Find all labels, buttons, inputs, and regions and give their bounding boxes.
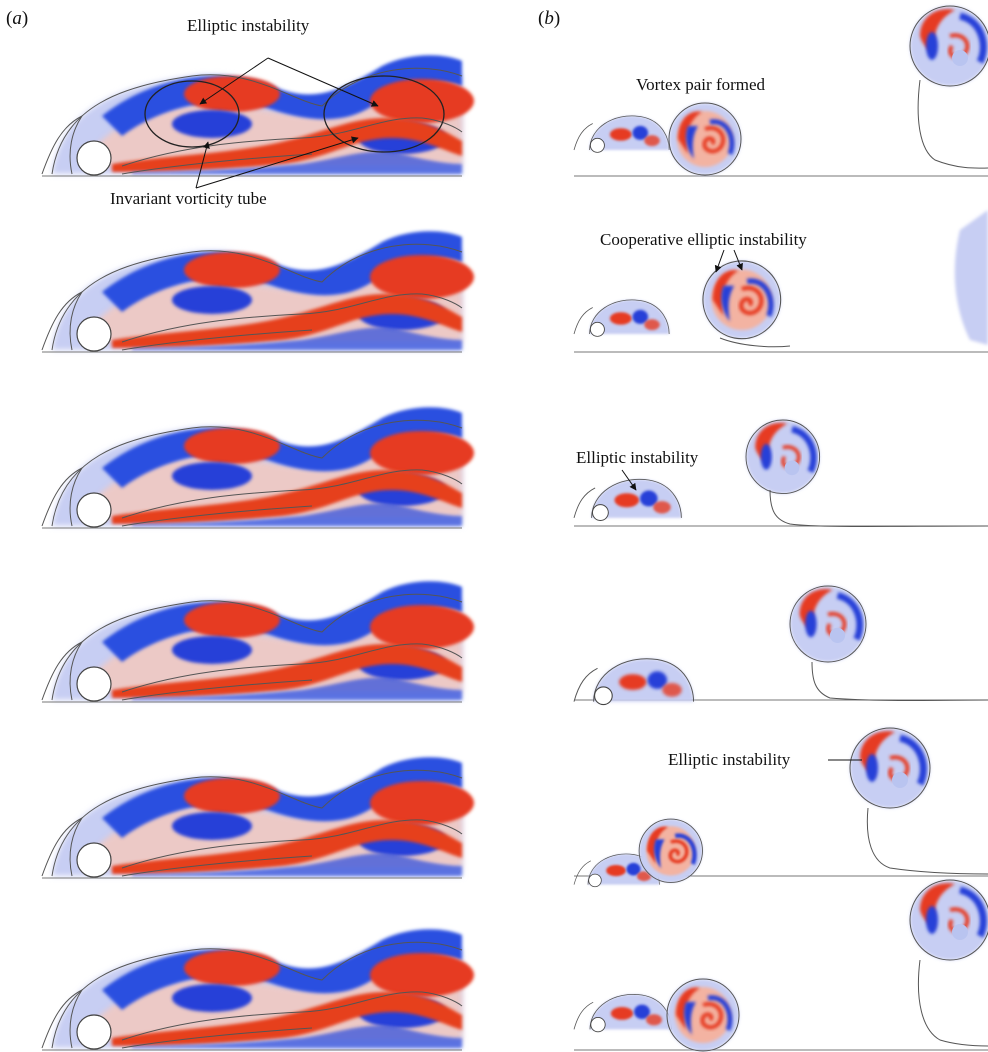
arrow bbox=[199, 57, 269, 105]
label-elliptic-instability-b2: Elliptic instability bbox=[668, 750, 791, 769]
arrow bbox=[621, 469, 637, 491]
panel-b-frame-1 bbox=[574, 6, 988, 176]
panel-b bbox=[574, 6, 988, 1051]
panel-a bbox=[42, 55, 474, 1050]
ellipse-marker-right bbox=[323, 75, 445, 153]
arrow bbox=[714, 249, 725, 273]
panel-a-frame-6 bbox=[42, 929, 474, 1050]
ellipse-marker-left bbox=[144, 80, 240, 148]
label-cooperative-elliptic-instability: Cooperative elliptic instability bbox=[600, 230, 807, 249]
panel-b-label: (b) bbox=[538, 8, 561, 29]
panel-a-frame-3 bbox=[42, 407, 474, 528]
panel-a-frame-5 bbox=[42, 757, 474, 878]
label-elliptic-instability-a: Elliptic instability bbox=[187, 16, 310, 35]
panel-a-frame-4 bbox=[42, 581, 474, 702]
panel-b-frame-4 bbox=[574, 586, 988, 705]
arrow bbox=[733, 249, 743, 271]
panel-b-frame-6 bbox=[574, 880, 988, 1051]
panel-a-frame-1 bbox=[42, 55, 474, 189]
label-vortex-pair-formed: Vortex pair formed bbox=[636, 75, 766, 94]
panel-b-frame-5 bbox=[574, 728, 988, 887]
arrow bbox=[195, 136, 359, 189]
label-invariant-vorticity-tube: Invariant vorticity tube bbox=[110, 189, 267, 208]
arrow bbox=[267, 57, 379, 107]
label-elliptic-instability-b1: Elliptic instability bbox=[576, 448, 699, 467]
arrow bbox=[195, 141, 210, 189]
panel-b-frame-3 bbox=[574, 420, 988, 527]
panel-b-frame-2 bbox=[574, 210, 988, 353]
panel-a-label: (a) bbox=[6, 8, 29, 29]
panel-a-frame-2 bbox=[42, 231, 474, 352]
